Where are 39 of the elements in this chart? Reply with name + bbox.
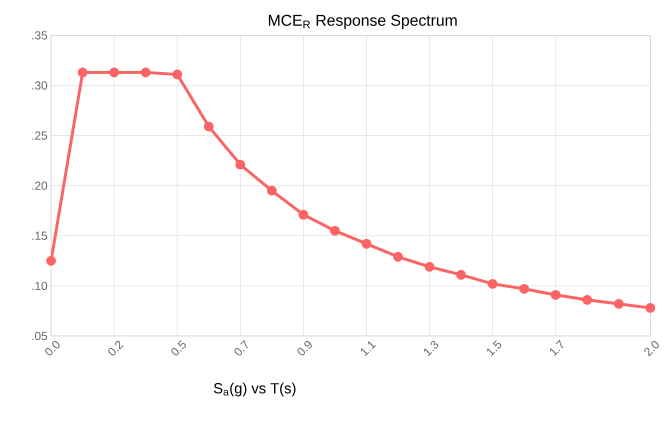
point <box>550 290 561 300</box>
y-tick-label: .15 <box>32 232 48 240</box>
point <box>78 67 88 78</box>
point <box>172 69 182 80</box>
point <box>46 256 56 266</box>
y-tick-label: .35 <box>32 31 48 40</box>
point <box>488 278 498 289</box>
point <box>582 294 592 305</box>
x-tick-label: 0.7 <box>234 340 248 356</box>
point <box>645 302 656 313</box>
point <box>109 67 120 78</box>
x-tick-label: 1.5 <box>486 340 502 356</box>
y-tick-label: .10 <box>32 282 48 290</box>
point <box>330 226 340 236</box>
y-tick-label: .05 <box>32 332 48 340</box>
point <box>204 122 214 132</box>
chart-title: MCE$_{R}$ Response Spectrum <box>268 14 457 29</box>
point <box>456 270 466 280</box>
x-tick-label: 0.5 <box>171 340 186 356</box>
point <box>298 210 308 220</box>
y-tick-label: .30 <box>32 81 48 90</box>
x-axis-title: S$_{a}$(g) vs T(s) <box>214 382 296 396</box>
x-tick-label: 0.9 <box>297 340 312 356</box>
x-tick-label: 2.0 <box>644 340 659 356</box>
point <box>266 186 277 196</box>
x-tick-label: 1.3 <box>424 340 438 356</box>
point <box>140 67 151 78</box>
x-tick-label: 0.2 <box>108 340 124 356</box>
x-tick-label: 1.1 <box>360 341 376 356</box>
point <box>614 298 624 309</box>
point <box>362 238 372 249</box>
x-tick-label: 1.7 <box>550 340 564 356</box>
y-tick-label: .20 <box>32 181 48 190</box>
point <box>519 284 530 294</box>
point <box>235 160 246 170</box>
point <box>424 262 434 272</box>
y-tick-label: .25 <box>32 131 48 140</box>
x-tick-label: 0.0 <box>45 340 60 356</box>
point <box>393 252 403 262</box>
